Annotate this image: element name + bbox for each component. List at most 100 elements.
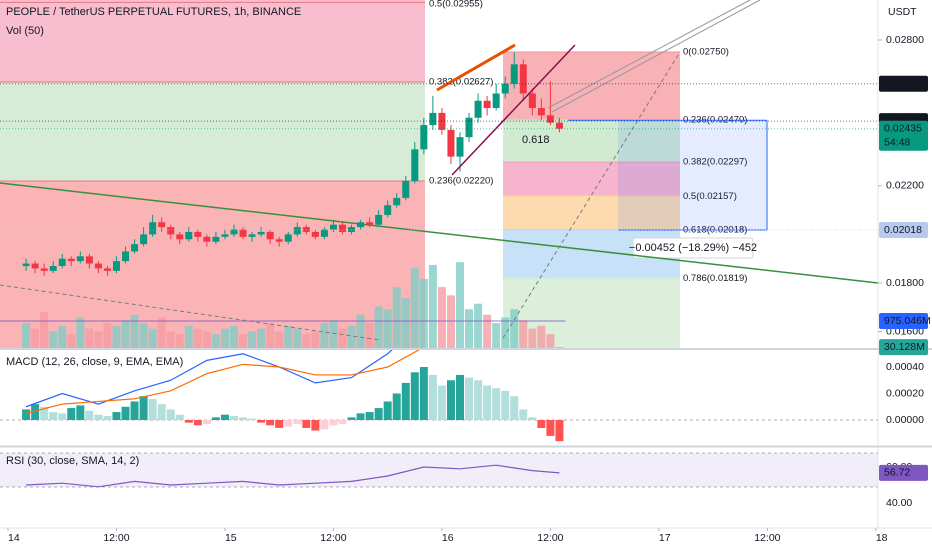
macd-bar: [202, 420, 211, 424]
fib-zone: [0, 82, 425, 181]
macd-bar: [257, 420, 266, 423]
x-tick-label: 12:00: [537, 532, 563, 544]
macd-bar: [40, 406, 49, 420]
candle-body: [112, 261, 120, 271]
fib-label: 0.382(0.02297): [683, 157, 747, 168]
candle-body: [185, 231, 193, 240]
macd-bar: [356, 413, 365, 420]
macd-bar: [483, 385, 492, 420]
candle-body: [22, 263, 30, 266]
measure-label: −0.00452 (−18.29%) −452: [629, 242, 757, 254]
macd-bar: [22, 409, 31, 420]
volume-marker: [879, 313, 928, 329]
volume-bar: [302, 334, 311, 348]
macd-tick-label: 0.00040: [886, 361, 924, 373]
price-marker: [879, 120, 928, 151]
price-marker: [879, 222, 928, 239]
macd-bar: [67, 408, 76, 420]
volume-bar: [410, 267, 419, 348]
dashed-line: [502, 51, 681, 339]
x-tick-label: 14: [8, 532, 20, 544]
candle-body: [510, 64, 518, 84]
macd-bar: [510, 396, 519, 420]
y-tick-label: 0.02200: [886, 180, 924, 192]
volume-bar: [374, 306, 383, 348]
x-tick-label: 18: [876, 532, 888, 544]
candle-body: [465, 117, 473, 138]
price-marker-label: 0.02018: [884, 224, 922, 236]
volume-bar: [94, 331, 103, 348]
volume-bar: [483, 314, 492, 348]
volume-bar: [347, 325, 356, 348]
ray-line: [547, 0, 751, 109]
y-tick-label: 0.02800: [886, 34, 924, 46]
x-tick-label: 16: [442, 532, 454, 544]
macd-bar: [284, 420, 293, 427]
macd-bar: [121, 406, 130, 420]
candle-body: [85, 256, 93, 264]
currency: USDT: [888, 6, 917, 18]
fib-618-label: 0.618: [522, 134, 550, 146]
macd-line: [25, 350, 393, 408]
main-pane: 0.5(0.02955) 0.382(0.02627) 0.236(0.02220)…: [0, 0, 878, 348]
macd-bar: [374, 408, 383, 420]
macd-bar: [275, 420, 284, 428]
candle-body: [194, 231, 202, 237]
volume-bar: [428, 264, 437, 348]
volume-bar: [329, 320, 338, 348]
volume-bar: [121, 320, 130, 348]
fib-label: 0.5(0.02955): [429, 0, 483, 10]
volume-bar: [528, 328, 537, 348]
candle-body: [537, 108, 545, 116]
volume-bar: [465, 309, 474, 348]
candle-body: [338, 224, 346, 232]
macd-bar: [76, 405, 85, 420]
candle-body: [167, 227, 175, 235]
measure-box: [618, 120, 767, 231]
y-tick-label: 0.01800: [886, 277, 924, 289]
fib-label: 0(0.02750): [683, 47, 729, 58]
overlay: PEOPLE / TetherUS PERPETUAL FUTURES, 1h,…: [6, 6, 301, 467]
macd-bar: [419, 367, 428, 420]
volume-bar: [365, 323, 374, 348]
candle-body: [158, 222, 166, 228]
volume-marker-label: 30.128M: [884, 341, 925, 353]
volume-bar: [22, 323, 31, 348]
macd-pane: [0, 350, 878, 442]
macd-bar: [148, 398, 157, 420]
fib-label: 0.236(0.02220): [429, 175, 493, 186]
candle-body: [212, 236, 220, 242]
rsi-marker: [879, 464, 928, 481]
macd-bar: [49, 412, 58, 420]
dashed-line: [0, 284, 381, 341]
x-tick-label: 17: [659, 532, 671, 544]
macd-bar: [175, 414, 184, 420]
candle-body: [103, 268, 111, 271]
volume-marker: [879, 339, 928, 356]
volume-bar: [293, 328, 302, 348]
candle-body: [375, 214, 383, 225]
ray-line: [551, 0, 761, 113]
candle-body: [456, 137, 464, 157]
volume-bar: [401, 298, 410, 348]
candle-body: [492, 93, 500, 109]
volume-bar: [130, 314, 139, 348]
macd-bar: [266, 420, 275, 426]
macd-bar: [437, 385, 446, 420]
fib-zone: [503, 162, 680, 197]
volume-bar: [257, 328, 266, 348]
macd-bar: [492, 388, 501, 420]
macd-bar: [320, 420, 329, 430]
macd-bar: [211, 417, 220, 420]
volume-title: Vol (50): [6, 25, 44, 37]
candle-body: [546, 115, 554, 123]
candle-body: [122, 251, 130, 262]
macd-bar: [428, 374, 437, 420]
fib-zone: [503, 52, 680, 121]
candle-body: [501, 83, 509, 94]
volume-bar: [248, 331, 257, 348]
candle-body: [203, 236, 211, 242]
macd-bar: [293, 420, 302, 424]
fib-label: 0.382(0.02627): [429, 77, 493, 88]
